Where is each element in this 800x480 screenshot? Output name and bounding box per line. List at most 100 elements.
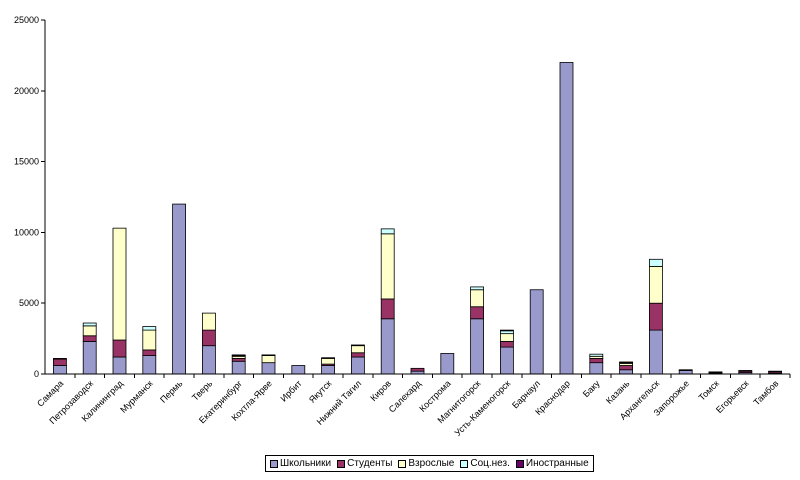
bar-segment (589, 358, 604, 364)
legend-label: Взрослые (408, 458, 455, 469)
bar-segment (261, 355, 276, 364)
bar-segment (53, 358, 67, 366)
bar-segment (499, 330, 514, 335)
bar-segment (82, 341, 97, 375)
x-tick-label: Ирбит (278, 378, 303, 403)
legend-label: Студенты (347, 458, 393, 469)
bar-segment (350, 345, 365, 354)
x-tick-label: Баку (581, 378, 602, 399)
bar-segment (172, 203, 187, 375)
bar-segment (350, 352, 365, 358)
bar-segment (231, 354, 246, 356)
bar-segment (231, 360, 246, 375)
bar-segment (470, 306, 485, 320)
bar-segment (291, 365, 306, 375)
bar-segment (321, 357, 336, 359)
y-tick-label: 25000 (14, 15, 39, 25)
legend-label: Школьники (280, 458, 332, 469)
bar-segment (380, 233, 395, 300)
bar-segment (499, 341, 514, 348)
bar-segment (649, 329, 663, 375)
bar-segment (440, 353, 455, 375)
bar-segment (142, 349, 157, 356)
x-tick-label: Салехард (387, 378, 424, 415)
x-tick-label: Тверь (190, 378, 215, 403)
bar-segment (261, 354, 276, 356)
y-tick-label: 0 (34, 369, 39, 379)
bar-segment (589, 353, 604, 357)
x-tick-label: Усть-Каменогорск (453, 378, 513, 438)
bar-segment (261, 362, 276, 375)
bar-segment (231, 358, 246, 362)
legend-swatch (337, 459, 346, 468)
y-tick-label: 5000 (19, 298, 39, 308)
bar-segment (499, 346, 514, 375)
bar-segment (380, 298, 395, 320)
bar-segment (529, 289, 544, 375)
bar-segment (142, 355, 157, 375)
bar-segment (201, 329, 216, 347)
bar-segment (649, 258, 663, 267)
x-tick-label: Киров (368, 378, 393, 403)
legend-item: Взрослые (398, 458, 454, 469)
bar-segment (321, 358, 336, 365)
legend-item: Иностранные (515, 458, 589, 469)
x-tick-label: Якутск (307, 378, 334, 405)
legend-swatch (460, 459, 469, 468)
bar-segment (678, 369, 693, 371)
x-tick-label: Самара (35, 378, 65, 408)
bar-segment (112, 356, 127, 375)
bar-segment (410, 367, 425, 372)
bar-segment (201, 345, 216, 375)
bar-segment (380, 318, 395, 375)
x-tick-label: Казань (604, 378, 632, 406)
bar-segment (559, 62, 574, 375)
bar-segment (470, 289, 485, 308)
legend-item: Студенты (337, 458, 392, 469)
bar-segment (649, 302, 663, 331)
bar-segment (708, 371, 723, 373)
bar-segment (112, 227, 127, 341)
x-tick-label: Тамбов (751, 378, 780, 407)
legend: Школьники Студенты Взрослые Соц.нез. Иностра… (265, 455, 594, 472)
bar-segment (350, 356, 365, 375)
legend-swatch (398, 459, 407, 468)
bar-segment (499, 329, 514, 332)
bar-segment (201, 312, 216, 331)
bar-segment (470, 318, 485, 375)
bar-segment (82, 325, 97, 337)
bar-segment (589, 362, 604, 375)
legend-item: Школьники (270, 458, 331, 469)
bar-segment (768, 370, 782, 373)
bar-segment (112, 339, 127, 358)
y-axis: 0 5000 10000 15000 20000 25000 (14, 15, 46, 379)
bar-segment (619, 365, 633, 371)
bar-segment (619, 361, 633, 364)
bar-segment (619, 369, 633, 375)
bar-segment (649, 265, 663, 304)
bar-segment (142, 329, 157, 351)
bar-segment (53, 365, 67, 375)
legend-swatch (515, 459, 524, 468)
bar-segment (678, 370, 693, 375)
legend-item: Соц.нез. (460, 458, 510, 469)
x-tick-label: Томск (697, 378, 721, 402)
bar-segment (82, 335, 97, 342)
bar-segment (380, 228, 395, 235)
bar-segment (470, 286, 485, 291)
bar-segment (82, 322, 97, 327)
bar-segment (738, 370, 753, 372)
legend-swatch (270, 459, 278, 468)
y-tick-label: 10000 (14, 227, 39, 237)
bar-segment (142, 326, 157, 331)
stacked-bar-chart: 0 5000 10000 15000 20000 25000 СамараПетрозав… (14, 15, 791, 438)
bar-segment (53, 358, 67, 360)
x-tick-label: Пермь (158, 378, 185, 405)
y-tick-label: 15000 (14, 157, 39, 167)
legend-label: Соц.нез. (470, 458, 510, 469)
bar-segment (350, 344, 365, 347)
x-tick-label: Егорьевск (714, 378, 751, 415)
y-tick-label: 20000 (14, 86, 39, 96)
legend-label: Иностранные (525, 458, 589, 469)
